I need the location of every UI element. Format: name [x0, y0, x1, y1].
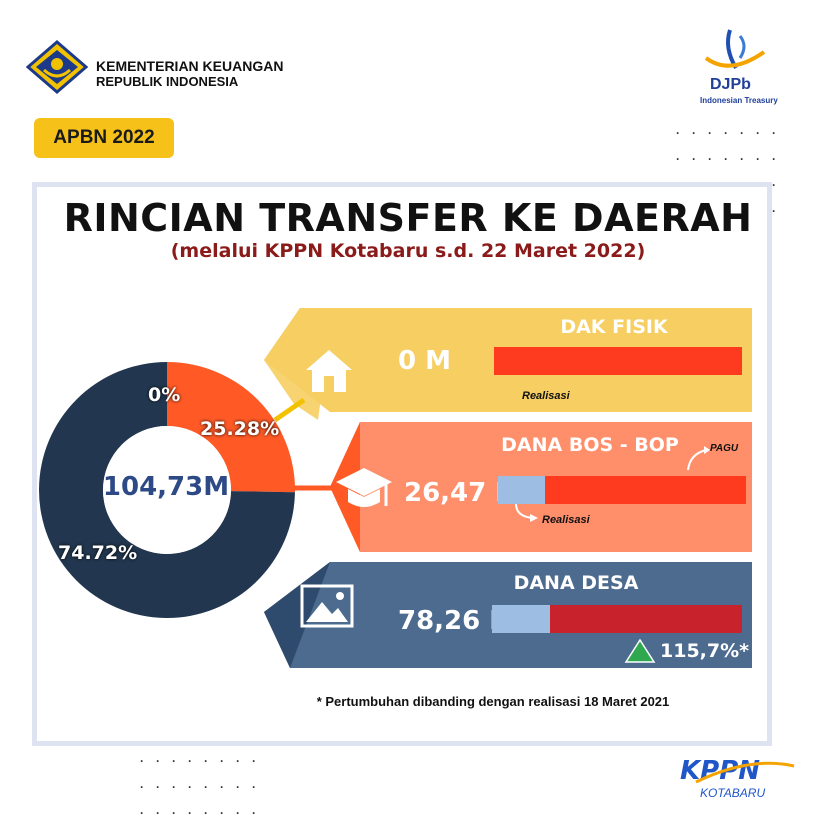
kemenkeu-logo — [26, 40, 88, 94]
realisasi-arrow-icon — [515, 503, 538, 522]
djpb-logo-mark — [704, 29, 766, 70]
donut-hole — [103, 426, 231, 554]
ministry-name: KEMENTERIAN KEUANGAN REPUBLIK INDONESIA — [96, 58, 283, 90]
connector-line-yellow — [273, 397, 306, 423]
ministry-line1: KEMENTERIAN KEUANGAN — [96, 58, 284, 74]
decor-dots-bottom: ········ ········ ········ — [140, 754, 268, 820]
dana-bos-bar-realisasi — [498, 476, 546, 504]
pagu-arrow-icon — [687, 446, 710, 471]
page-subtitle: (melalui KPPN Kotabaru s.d. 22 Maret 202… — [170, 240, 646, 262]
dak-fisik-realisasi-label: Realisasi — [522, 390, 570, 402]
image-icon — [300, 584, 354, 628]
dana-desa-bar — [492, 605, 742, 633]
growth-up-icon — [624, 638, 656, 663]
wedge-dana-bos — [330, 422, 360, 552]
wedge-dana-desa — [264, 562, 330, 668]
pct-label-dana-desa: 74.72% — [58, 542, 138, 564]
dak-fisik-amount: 0 M — [398, 346, 452, 376]
slice-dana-bos — [167, 362, 295, 493]
apbn-badge: APBN 2022 — [34, 118, 174, 158]
slice-dana-desa — [38, 362, 295, 619]
dana-bos-realisasi-label: Realisasi — [542, 514, 590, 526]
footnote: * Pertumbuhan dibanding dengan realisasi… — [316, 694, 670, 709]
djpb-tagline: Indonesian Treasury — [700, 96, 778, 105]
house-icon — [306, 350, 352, 392]
kppn-swoosh-icon — [695, 761, 795, 784]
pct-label-dana-bos: 25.28% — [200, 418, 280, 440]
ministry-line2: REPUBLIK INDONESIA — [96, 74, 239, 89]
pct-label-dak-fisik: 0% — [148, 384, 181, 406]
dana-bos-bar — [498, 476, 746, 504]
dana-desa-name: DANA DESA — [513, 572, 639, 594]
dana-desa-growth: 115,7%* — [660, 640, 750, 662]
donut-center-total: 104,73M — [102, 472, 230, 502]
dak-fisik-bar — [494, 347, 742, 375]
dana-bos-pagu-label: PAGU — [710, 443, 739, 454]
dak-fisik-name: DAK FISIK — [560, 316, 668, 338]
dana-desa-bar-realisasi — [492, 605, 550, 633]
graduation-cap-icon — [336, 468, 392, 507]
page-title: RINCIAN TRANSFER KE DAERAH — [63, 196, 753, 240]
djpb-label: DJPb — [710, 76, 751, 93]
dana-bos-name: DANA BOS - BOP — [501, 434, 679, 456]
kppn-brand-sub: KOTABARU — [700, 786, 766, 800]
